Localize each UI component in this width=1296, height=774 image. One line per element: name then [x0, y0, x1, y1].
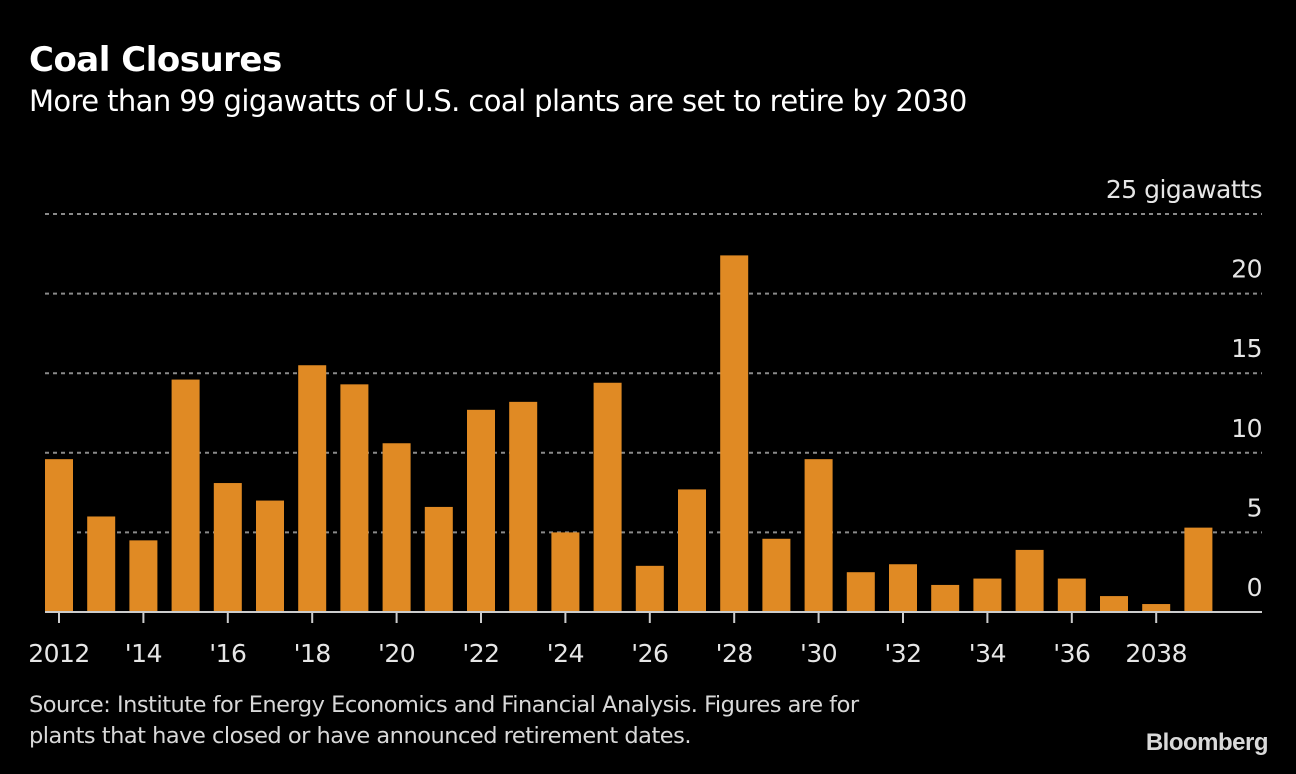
bar-2020	[382, 443, 411, 612]
y-tick-label-15: 15	[1231, 334, 1262, 363]
bar-2026	[635, 565, 664, 612]
bar-2029	[762, 538, 791, 612]
chart-subtitle: More than 99 gigawatts of U.S. coal plan…	[29, 84, 967, 118]
bar-2028	[720, 255, 749, 612]
y-tick-label-10: 10	[1231, 414, 1262, 443]
bar-2015	[171, 379, 200, 612]
bar-2021	[424, 506, 453, 612]
bar-2019	[340, 384, 369, 612]
y-tick-label-5: 5	[1247, 493, 1262, 522]
bar-2033	[931, 584, 960, 612]
y-tick-label-25: 25 gigawatts	[1106, 175, 1262, 204]
bar-2024	[551, 532, 580, 612]
x-tick-label-2034: '34	[969, 639, 1006, 668]
bar-2036	[1057, 578, 1086, 612]
bar-2016	[213, 483, 242, 612]
bar-2032	[889, 564, 917, 612]
bar-2035	[1015, 549, 1044, 612]
y-tick-label-20: 20	[1231, 255, 1262, 284]
bar-2031	[846, 572, 875, 612]
bar-2014	[129, 540, 158, 612]
gridlines	[45, 213, 1262, 534]
x-tick-label-2030: '30	[800, 639, 837, 668]
y-tick-labels: 0 5 10 15 20 25 gigawatts	[1106, 175, 1263, 602]
x-tick-label-2032: '32	[884, 639, 921, 668]
chart-title: Coal Closures	[29, 40, 282, 80]
x-tick-label-2024: '24	[547, 639, 584, 668]
source-line-2: plants that have closed or have announce…	[29, 723, 692, 749]
x-tick-label-2038: 2038	[1125, 639, 1187, 668]
x-tick-label-2016: '16	[209, 639, 246, 668]
x-tick-label-2026: '26	[631, 639, 668, 668]
y-tick-label-0: 0	[1247, 573, 1262, 602]
bar-2017	[256, 500, 284, 612]
bar-2034	[973, 578, 1002, 612]
x-tick-label-2028: '28	[716, 639, 753, 668]
x-tick-label-2036: '36	[1053, 639, 1090, 668]
bar-2038	[1142, 604, 1171, 612]
bars	[45, 255, 1213, 612]
x-tick-labels: 2012 '14 '16 '18 '20 '22 '24 '26 '28 '30 '32 '34 '36…	[28, 639, 1187, 668]
bar-2030	[804, 459, 833, 612]
bar-2018	[298, 365, 327, 612]
bar-2022	[467, 409, 495, 612]
source-line-1: Source: Institute for Energy Economics a…	[29, 692, 859, 718]
bar-2013	[87, 516, 116, 612]
bloomberg-logo: Bloomberg	[1145, 729, 1269, 756]
x-tick-label-2012: 2012	[28, 639, 90, 668]
bar-2023	[509, 401, 538, 612]
x-tick-label-2014: '14	[125, 639, 162, 668]
bar-2037	[1100, 596, 1128, 612]
bar-2025	[593, 382, 622, 612]
bar-2027	[678, 489, 706, 612]
x-tick-label-2020: '20	[378, 639, 415, 668]
x-tick-label-2022: '22	[462, 639, 499, 668]
x-axis	[45, 611, 1262, 623]
source-note: Source: Institute for Energy Economics a…	[29, 690, 859, 752]
x-tick-label-2018: '18	[294, 639, 331, 668]
bar-2039	[1184, 527, 1213, 612]
bar-2012	[45, 459, 73, 612]
